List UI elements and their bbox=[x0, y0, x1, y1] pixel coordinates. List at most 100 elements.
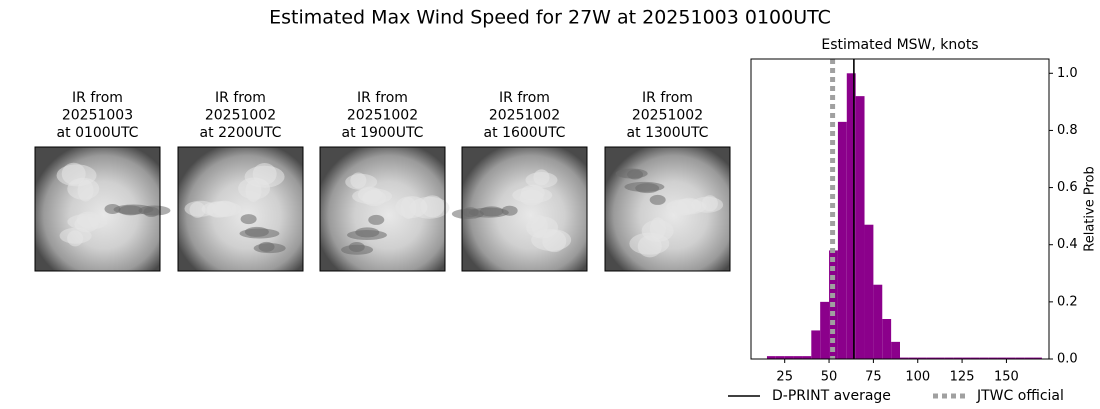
cloud bbox=[348, 241, 365, 252]
cloud bbox=[691, 196, 724, 213]
bar bbox=[891, 341, 900, 359]
cloud bbox=[143, 206, 160, 217]
panel-label: at 1600UTC bbox=[484, 125, 566, 141]
bar bbox=[926, 357, 936, 359]
image-frame bbox=[34, 146, 161, 272]
y-tick-label: 1.0 bbox=[1057, 66, 1078, 81]
cloud bbox=[629, 232, 670, 255]
legend-label: JTWC official bbox=[976, 388, 1064, 404]
panel-label: 20251002 bbox=[489, 108, 560, 124]
panel-label: at 0100UTC bbox=[57, 125, 139, 141]
bar bbox=[979, 357, 989, 359]
panel-label: at 1300UTC bbox=[627, 125, 709, 141]
panel-label: at 2200UTC bbox=[200, 125, 282, 141]
image-frame bbox=[604, 146, 731, 272]
bar bbox=[1006, 357, 1016, 359]
y-tick-label: 0.8 bbox=[1057, 123, 1078, 138]
x-tick-label: 50 bbox=[821, 370, 838, 385]
bar bbox=[962, 357, 971, 359]
cloud bbox=[345, 173, 378, 190]
cloud bbox=[479, 206, 504, 217]
panel-label: 20251002 bbox=[632, 108, 703, 124]
panel-label: 20251002 bbox=[205, 108, 276, 124]
bar bbox=[837, 121, 847, 359]
x-tick-label: 150 bbox=[994, 370, 1019, 385]
bar bbox=[908, 357, 918, 359]
x-tick-label: 125 bbox=[950, 370, 975, 385]
x-tick-label: 75 bbox=[865, 370, 882, 385]
legend-label: D-PRINT average bbox=[772, 388, 891, 404]
bar bbox=[766, 356, 776, 359]
y-tick-label: 0.0 bbox=[1057, 352, 1078, 367]
y-tick-label: 0.2 bbox=[1057, 294, 1078, 309]
panel-label: 20251003 bbox=[62, 108, 133, 124]
image-frame bbox=[461, 146, 588, 272]
panel-label: IR from bbox=[72, 90, 123, 106]
y-axis-label: Relative Prob bbox=[1083, 166, 1098, 251]
panel-label: IR from bbox=[357, 90, 408, 106]
satellite-image bbox=[177, 146, 304, 272]
bar bbox=[864, 224, 874, 359]
cloud bbox=[212, 200, 237, 217]
bar bbox=[802, 356, 812, 359]
satellite-image bbox=[34, 146, 171, 272]
panel-label: IR from bbox=[499, 90, 550, 106]
bar bbox=[1015, 357, 1025, 359]
plot-frame bbox=[750, 58, 1050, 360]
bar bbox=[1024, 357, 1034, 359]
bar bbox=[775, 356, 785, 359]
cloud bbox=[649, 194, 666, 205]
chart-title: Estimated MSW, knots bbox=[821, 37, 978, 53]
satellite-image bbox=[319, 146, 450, 272]
bar bbox=[900, 357, 909, 359]
cloud bbox=[519, 189, 544, 206]
cloud bbox=[244, 226, 269, 237]
bar bbox=[997, 357, 1007, 359]
bar bbox=[793, 356, 803, 359]
cloud bbox=[671, 199, 696, 216]
x-tick-label: 100 bbox=[905, 370, 930, 385]
cloud bbox=[525, 172, 558, 189]
panel-label: IR from bbox=[215, 90, 266, 106]
bar bbox=[784, 356, 794, 359]
panel-label: 20251002 bbox=[347, 108, 418, 124]
cloud bbox=[409, 196, 450, 219]
y-tick-label: 0.6 bbox=[1057, 180, 1078, 195]
cloud bbox=[244, 165, 285, 188]
cloud bbox=[362, 190, 387, 207]
figure-title: Estimated Max Wind Speed for 27W at 2025… bbox=[269, 7, 831, 29]
bar bbox=[988, 357, 998, 359]
cloud bbox=[240, 214, 257, 225]
bar bbox=[944, 357, 954, 359]
x-tick-label: 25 bbox=[776, 370, 793, 385]
cloud bbox=[462, 207, 479, 218]
bar bbox=[917, 357, 927, 359]
panel-label: at 1900UTC bbox=[342, 125, 424, 141]
cloud bbox=[355, 227, 380, 238]
cloud bbox=[76, 211, 101, 228]
bar bbox=[882, 319, 892, 359]
satellite-image bbox=[604, 146, 731, 272]
image-frame bbox=[177, 146, 304, 272]
bar bbox=[811, 330, 821, 359]
cloud bbox=[184, 200, 217, 217]
cloud bbox=[627, 169, 644, 180]
satellite-image bbox=[451, 146, 588, 272]
cloud bbox=[258, 241, 275, 252]
bar bbox=[855, 96, 865, 360]
bar bbox=[953, 357, 963, 359]
bar bbox=[820, 301, 830, 359]
cloud bbox=[56, 164, 97, 187]
y-tick-label: 0.4 bbox=[1057, 237, 1078, 252]
image-frame bbox=[319, 146, 446, 272]
bar bbox=[846, 73, 856, 360]
panel-label: IR from bbox=[642, 90, 693, 106]
cloud bbox=[59, 227, 92, 244]
bar bbox=[873, 284, 883, 359]
cloud bbox=[635, 183, 660, 194]
cloud bbox=[118, 205, 143, 216]
cloud bbox=[531, 228, 572, 251]
bar bbox=[1033, 357, 1042, 359]
cloud bbox=[368, 214, 385, 225]
